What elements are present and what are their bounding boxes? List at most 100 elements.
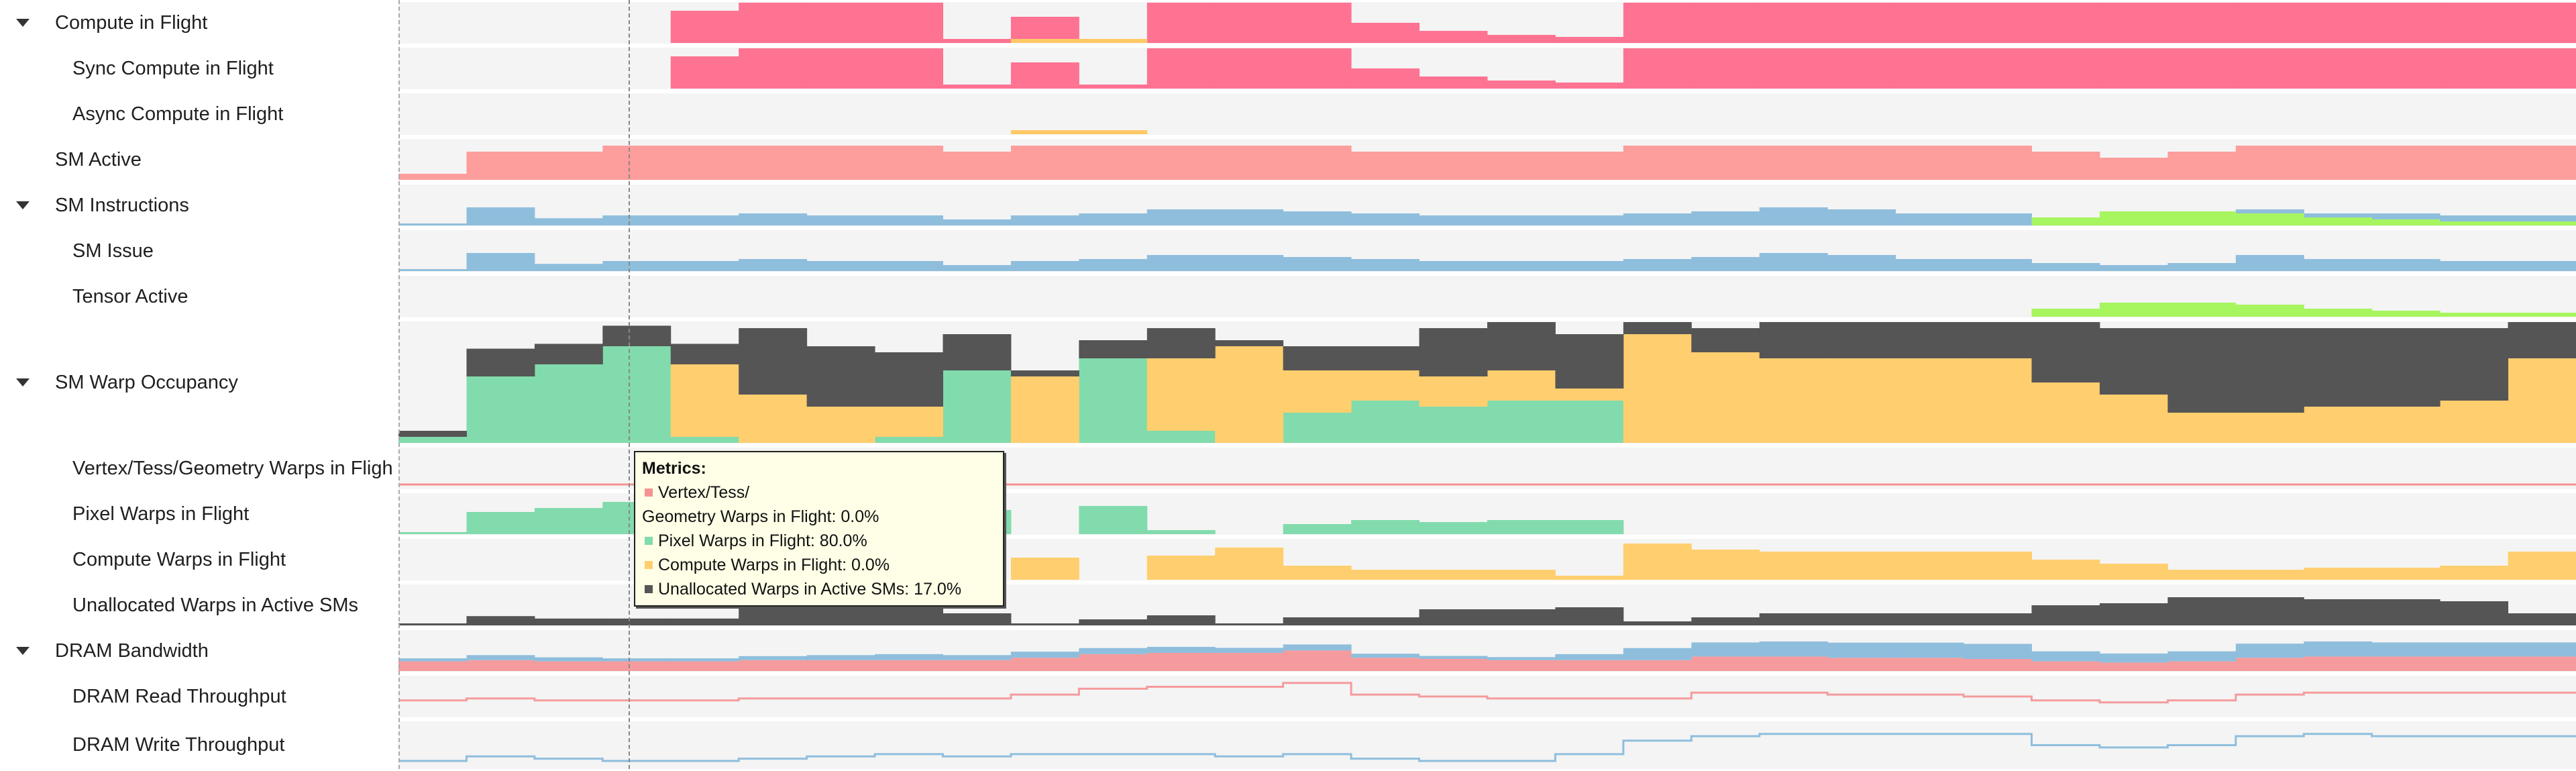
unallocated-warps-bar (670, 618, 739, 625)
sync-compute-bar (806, 48, 875, 89)
row-label-dram-bandwidth[interactable]: DRAM Bandwidth (0, 628, 398, 674)
compute-in-flight-bar (1215, 3, 1284, 43)
warp-occupancy-unallocated-bar (1419, 328, 1488, 376)
timeline-svg[interactable] (398, 0, 2576, 771)
row-label-text: Vertex/Tess/Geometry Warps in Fligh (72, 457, 393, 479)
timeline-plot-area[interactable] (398, 0, 2576, 771)
row-label-tensor-active[interactable]: Tensor Active (0, 274, 398, 319)
compute-in-flight-bar (1691, 3, 1760, 43)
sm-active-bar (2440, 146, 2509, 180)
row-label-pixel-warps[interactable]: Pixel Warps in Flight (0, 491, 398, 537)
unallocated-warps-bar (1759, 613, 1828, 625)
sync-compute-bar (739, 48, 808, 89)
compute-warps-bar (1895, 552, 1964, 580)
warp-occupancy-compute-bar (1691, 352, 1760, 443)
row-label-vtg-warps[interactable]: Vertex/Tess/Geometry Warps in Fligh (0, 446, 398, 491)
sm-instructions-bar (1419, 215, 1488, 225)
unallocated-warps-bar (2508, 613, 2576, 625)
dram-bandwidth-write-bar (1010, 652, 1079, 658)
warp-occupancy-compute-bar (1419, 376, 1488, 407)
row-label-dram-write[interactable]: DRAM Write Throughput (0, 719, 398, 771)
row-label-sync-compute[interactable]: Sync Compute in Flight (0, 46, 398, 91)
sm-issue-bar (1759, 253, 1828, 271)
sm-issue-bar (2304, 259, 2373, 271)
sync-compute-bar (1283, 48, 1352, 89)
sm-active-bar (534, 152, 603, 180)
row-label-unallocated-warps[interactable]: Unallocated Warps in Active SMs (0, 582, 398, 628)
row-label-sm-issue[interactable]: SM Issue (0, 228, 398, 274)
dram-bandwidth-read-bar (1487, 660, 1556, 671)
sm-issue-bar (398, 269, 467, 271)
dram-bandwidth-read-bar (1623, 660, 1692, 671)
sm-instructions-bar (1759, 207, 1828, 225)
compute-in-flight-bar (2508, 3, 2576, 43)
row-label-async-compute[interactable]: Async Compute in Flight (0, 91, 398, 137)
tooltip-line-text: Geometry Warps in Flight: 0.0% (642, 507, 879, 526)
sm-issue-bar (2508, 261, 2576, 271)
tooltip-line: Geometry Warps in Flight: 0.0% (642, 505, 996, 529)
row-label-sm-warp-occupancy[interactable]: SM Warp Occupancy (0, 319, 398, 446)
compute-warps-bar (1964, 552, 2032, 580)
compute-in-flight-bar (1283, 3, 1352, 43)
warp-occupancy-compute-bar (806, 407, 875, 443)
sm-active-bar (1895, 146, 1964, 180)
async-compute-bar (1010, 130, 1079, 134)
chevron-down-icon[interactable] (16, 19, 30, 27)
sm-active-bar (1759, 146, 1828, 180)
row-label-sm-instructions[interactable]: SM Instructions (0, 183, 398, 228)
sm-active-bar (806, 146, 875, 180)
row-label-compute-in-flight[interactable]: Compute in Flight (0, 0, 398, 46)
compute-warps-bar (2440, 566, 2509, 580)
row-label-dram-read[interactable]: DRAM Read Throughput (0, 674, 398, 719)
chevron-down-icon[interactable] (16, 378, 30, 387)
compute-in-flight-bar (670, 11, 739, 43)
compute-in-flight-bar (1964, 3, 2032, 43)
dram-bandwidth-write-bar (2099, 653, 2168, 663)
warp-occupancy-unallocated-bar (1895, 322, 1964, 358)
row-label-compute-warps[interactable]: Compute Warps in Flight (0, 537, 398, 582)
dram-bandwidth-read-bar (1691, 656, 1760, 671)
row-label-sm-active[interactable]: SM Active (0, 137, 398, 183)
warp-occupancy-unallocated-bar (2304, 328, 2373, 407)
sm-issue-bar (2371, 259, 2440, 271)
sm-issue-bar (534, 264, 603, 271)
sync-compute-bar (1827, 48, 1896, 89)
chevron-down-icon[interactable] (16, 201, 30, 209)
warp-occupancy-compute-bar (2440, 401, 2509, 443)
sm-issue-bar (670, 261, 739, 271)
warp-occupancy-unallocated-bar (466, 348, 535, 376)
row-label-text: DRAM Write Throughput (72, 734, 285, 756)
dram-bandwidth-write-bar (2371, 642, 2440, 657)
pixel-warps-bar (1351, 520, 1420, 534)
dram-bandwidth-write-bar (1691, 642, 1760, 657)
chevron-down-icon[interactable] (16, 647, 30, 655)
sm-issue-bar (1146, 255, 1216, 271)
dram-bandwidth-read-bar (2167, 661, 2237, 671)
warp-occupancy-unallocated-bar (534, 344, 603, 364)
unallocated-warps-bar (466, 616, 535, 625)
sync-compute-bar (2099, 48, 2168, 89)
compute-in-flight-bar (1487, 35, 1556, 43)
warp-occupancy-unallocated-bar (1487, 322, 1556, 370)
warp-occupancy-compute-bar (2508, 358, 2576, 443)
sm-active-bar (1419, 152, 1488, 180)
dram-bandwidth-write-bar (1623, 648, 1692, 660)
dram-bandwidth-read-bar (466, 660, 535, 671)
pixel-warps-bar (398, 532, 467, 534)
dram-bandwidth-write-bar (806, 655, 875, 660)
sync-compute-bar (1079, 85, 1148, 89)
pixel-warps-bar (1146, 530, 1216, 534)
compute-in-flight-bar (2235, 3, 2304, 43)
dram-bandwidth-write-bar (2508, 642, 2576, 657)
row-label-text: Unallocated Warps in Active SMs (72, 594, 359, 616)
warp-occupancy-unallocated-bar (2508, 322, 2576, 358)
warp-occupancy-pixel-bar (602, 346, 672, 443)
dram-bandwidth-read-bar (1215, 653, 1284, 671)
dram-bandwidth-write-bar (2031, 651, 2100, 662)
unallocated-warps-bar (1691, 617, 1760, 625)
compute-in-flight-bar (1895, 3, 1964, 43)
compute-warps-bar (2371, 568, 2440, 580)
sync-compute-bar (2167, 48, 2237, 89)
sm-instructions-bar (1555, 215, 1624, 225)
